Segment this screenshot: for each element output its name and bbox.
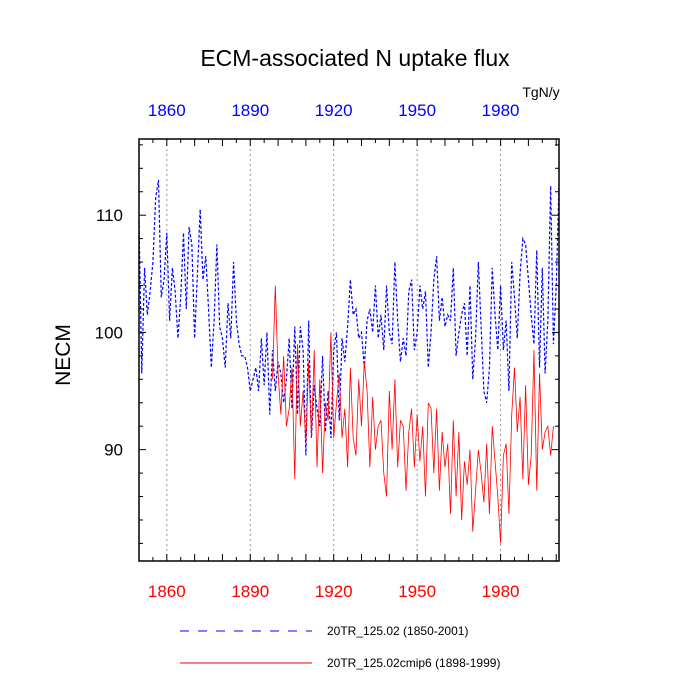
series-layer	[138, 179, 560, 544]
x-tick-label-bottom-1980: 1980	[482, 582, 520, 601]
series-line-blue	[138, 179, 560, 456]
vertical-gridlines	[166, 139, 502, 561]
legend-label-red: 20TR_125.02cmip6 (1898-1999)	[327, 656, 500, 670]
x-tick-label-top-1860: 1860	[148, 101, 186, 120]
legend-label-blue: 20TR_125.02 (1850-2001)	[327, 624, 468, 638]
y-axis-label: NECM	[52, 324, 75, 386]
x-tick-label-bottom-1920: 1920	[315, 582, 353, 601]
legend: 20TR_125.02 (1850-2001) 20TR_125.02cmip6…	[180, 624, 500, 670]
y-tick-label-100: 100	[95, 323, 123, 342]
y-tick-label-90: 90	[104, 441, 123, 460]
chart-title: ECM-associated N uptake flux	[200, 45, 510, 71]
y-tick-label-110: 110	[96, 206, 123, 225]
x-tick-label-top-1980: 1980	[482, 101, 520, 120]
x-tick-label-top-1950: 1950	[398, 101, 436, 120]
x-tick-label-top-1920: 1920	[315, 101, 353, 120]
x-tick-label-bottom-1890: 1890	[231, 582, 269, 601]
x-tick-label-bottom-1950: 1950	[398, 582, 436, 601]
x-tick-label-bottom-1860: 1860	[148, 582, 186, 601]
plot-frame	[138, 138, 560, 562]
units-label: TgN/y	[522, 84, 559, 100]
axes	[138, 138, 560, 562]
x-tick-label-top-1890: 1890	[231, 101, 269, 120]
series-line-red	[272, 285, 554, 544]
axis-labels: 1860 1860 1890 1890 1920 1920 1950 1950 1980 1980…	[95, 101, 520, 601]
